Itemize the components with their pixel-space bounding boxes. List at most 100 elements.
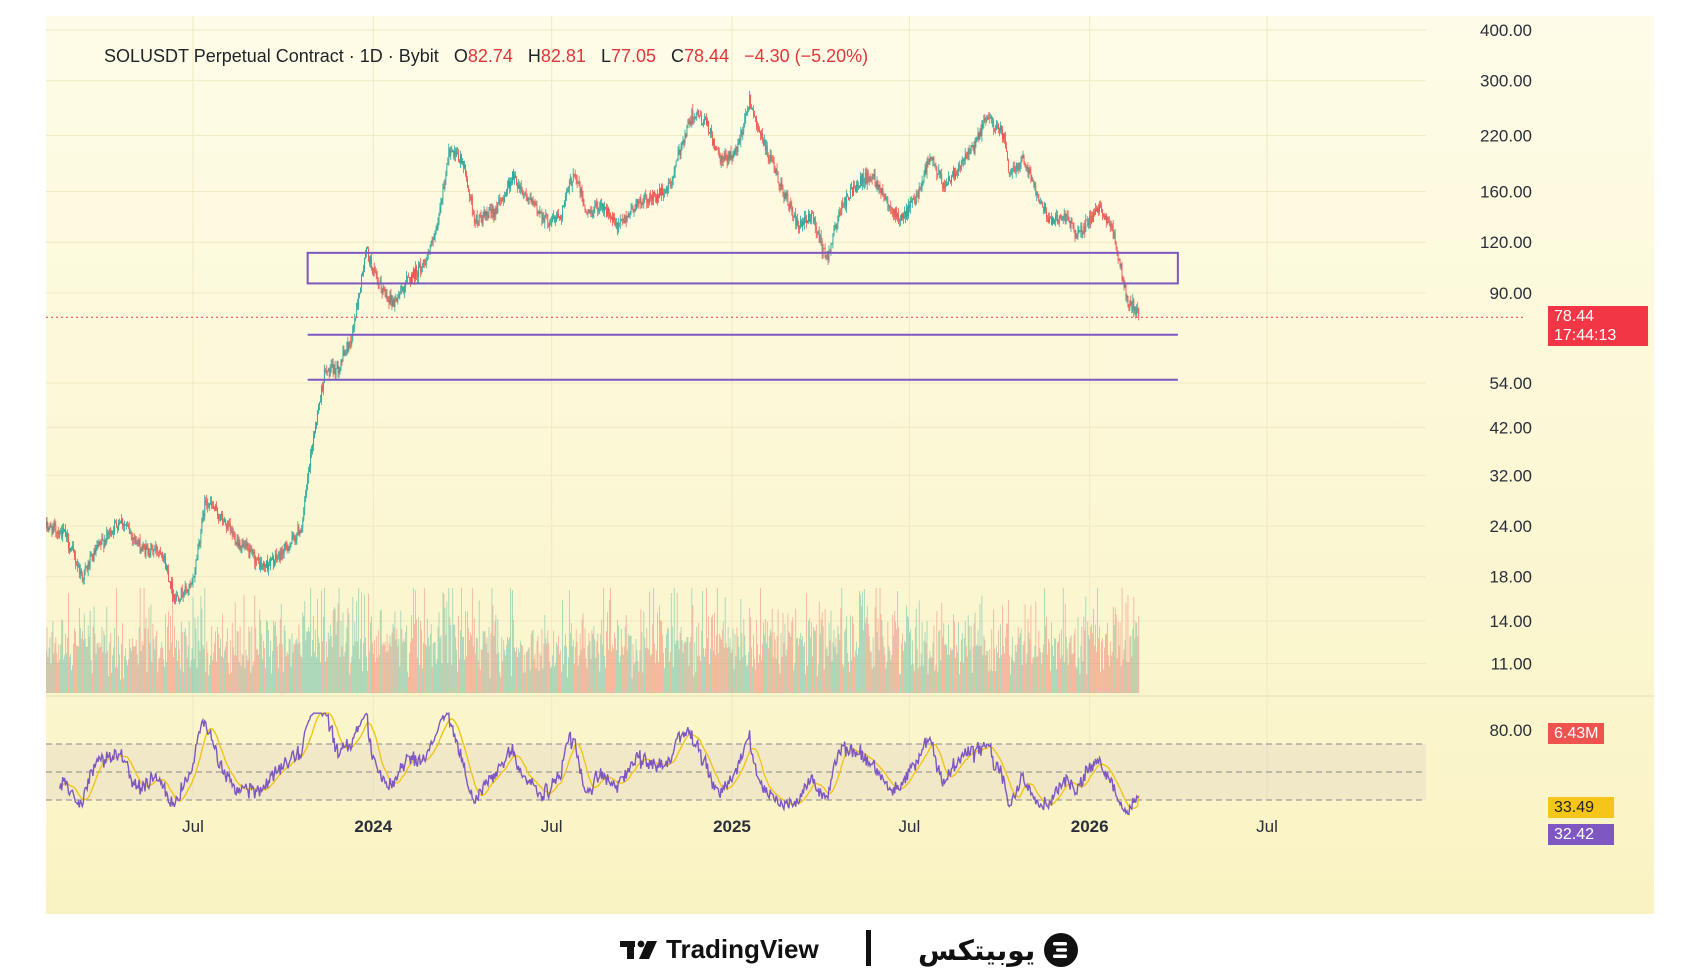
candle-body — [323, 370, 325, 384]
volume-bar — [252, 666, 254, 693]
candle-body — [950, 180, 951, 182]
candle — [780, 176, 782, 191]
candle-body — [322, 386, 323, 391]
volume-bar — [812, 627, 814, 693]
candle — [247, 541, 249, 552]
candle — [403, 286, 405, 295]
candle — [775, 168, 777, 177]
candle — [489, 203, 491, 211]
candle — [131, 532, 133, 546]
candle-body — [870, 178, 872, 181]
candle — [414, 268, 415, 285]
volume-bar — [48, 647, 50, 693]
candle — [1058, 215, 1060, 228]
volume-bar — [51, 632, 53, 693]
candle — [1051, 212, 1052, 226]
candle-body — [1025, 167, 1027, 169]
volume-bar — [1111, 652, 1113, 693]
candle — [796, 215, 798, 230]
candle-body — [71, 547, 72, 549]
candle — [300, 528, 302, 534]
volume-bar — [680, 627, 682, 693]
candle — [405, 280, 407, 293]
candle — [239, 539, 241, 552]
volume-bar — [937, 671, 939, 693]
candle-body — [58, 531, 60, 537]
candle — [468, 189, 470, 203]
volume-bar — [61, 619, 63, 693]
candle — [631, 202, 633, 210]
volume-bar — [875, 588, 877, 693]
candle — [533, 200, 535, 208]
candle — [815, 221, 817, 239]
volume-bar — [287, 654, 289, 693]
chart-frame[interactable]: 80.00 400.00 300.00 220.00 160.00 120.00 90.0… — [46, 16, 1654, 914]
candle — [608, 206, 609, 220]
candle — [58, 527, 60, 539]
volume-bar — [83, 613, 85, 693]
candle-body — [344, 353, 346, 355]
candle-body — [504, 196, 506, 202]
candle — [60, 527, 62, 535]
volume-bar — [739, 660, 741, 693]
candle-body — [544, 215, 546, 223]
candle — [1103, 213, 1105, 221]
candle — [135, 536, 137, 545]
candle — [629, 210, 631, 220]
candle — [764, 139, 766, 156]
candle — [47, 521, 49, 533]
volume-bar — [175, 639, 177, 693]
candle-body — [205, 499, 207, 501]
volume-bar — [47, 657, 49, 693]
volume-bar — [234, 602, 236, 693]
candle-body — [518, 184, 520, 190]
candle — [804, 210, 805, 230]
candle — [704, 113, 705, 125]
candle — [75, 560, 77, 566]
candle-body — [860, 175, 861, 187]
candle-body — [126, 524, 128, 526]
candle — [839, 206, 841, 218]
candle-body — [753, 109, 754, 116]
candle — [583, 198, 585, 206]
volume-bar — [574, 646, 576, 693]
volume-bar — [961, 633, 963, 693]
candle-body — [856, 184, 857, 192]
candle — [1114, 228, 1116, 245]
candle-body — [122, 518, 123, 526]
volume-bar — [833, 629, 835, 693]
candle — [949, 175, 950, 182]
volume-bar — [1052, 645, 1053, 693]
candle-body — [986, 117, 988, 122]
candle-body — [339, 367, 341, 372]
volume-bar — [322, 616, 324, 693]
volume-bar — [359, 658, 361, 693]
candle-body — [886, 197, 888, 199]
candle — [634, 204, 636, 213]
volume-bar — [871, 668, 873, 693]
candle-body — [773, 161, 775, 170]
volume-bar — [102, 651, 104, 693]
candle — [78, 562, 80, 579]
candle-body — [812, 213, 814, 222]
low-label: L — [600, 46, 611, 66]
candle — [1111, 223, 1113, 232]
candle — [270, 556, 271, 571]
volume-bar — [1065, 636, 1067, 693]
chart-svg[interactable]: 80.00 400.00300.00220.00160.00120.0090.0… — [46, 16, 1654, 914]
candle-body — [374, 269, 376, 273]
symbol-title[interactable]: SOLUSDT Perpetual Contract · 1D · Bybit — [104, 46, 439, 66]
volume-bar — [540, 655, 542, 693]
candle-body — [171, 581, 172, 588]
candle-body — [586, 211, 588, 213]
volume-bar — [966, 656, 968, 693]
volume-bar — [839, 639, 841, 693]
candle — [181, 584, 183, 599]
candle-body — [290, 542, 292, 545]
candle-body — [241, 543, 243, 548]
candle — [684, 129, 686, 146]
candle-body — [796, 218, 798, 226]
volume-bar — [474, 653, 476, 693]
candle — [813, 216, 815, 226]
candle-body — [831, 243, 833, 245]
